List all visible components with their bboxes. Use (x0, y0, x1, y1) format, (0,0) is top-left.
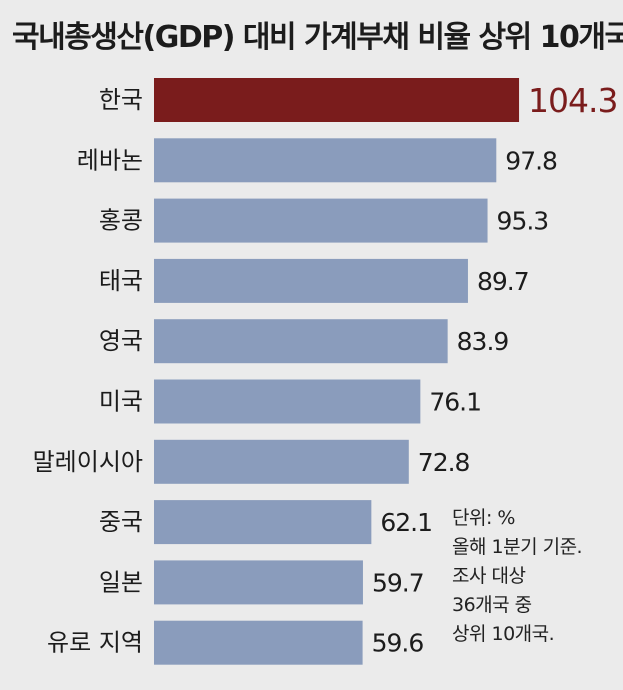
note-line: 조사 대상 (452, 565, 526, 587)
category-label: 홍콩 (99, 207, 143, 235)
category-label: 일본 (99, 568, 143, 596)
bar (154, 379, 421, 424)
value-label: 97.8 (505, 146, 557, 175)
bar (154, 78, 520, 122)
category-label: 중국 (99, 508, 143, 536)
value-label: 59.7 (372, 568, 424, 597)
value-label: 83.9 (457, 327, 509, 356)
bar (154, 138, 497, 183)
category-label: 미국 (99, 388, 143, 416)
category-label: 레바논 (77, 146, 143, 174)
bar (154, 258, 468, 303)
chart-note: 단위: % 올해 1분기 기준. 조사 대상 36개국 중 상위 10개국. (452, 504, 583, 649)
value-label: 104.3 (528, 81, 617, 120)
category-label: 말레이시아 (33, 448, 143, 476)
bar (154, 620, 363, 665)
bar (154, 500, 372, 545)
note-line: 올해 1분기 기준. (452, 536, 583, 558)
chart-title: 국내총생산(GDP) 대비 가계부채 비율 상위 10개국 (12, 20, 623, 55)
value-label: 76.1 (429, 388, 481, 417)
bar (154, 319, 448, 364)
unit-label: 단위: % (452, 507, 515, 529)
bar (154, 198, 488, 243)
note-line: 36개국 중 (452, 594, 532, 616)
category-label: 태국 (99, 267, 143, 295)
note-line: 상위 10개국. (452, 623, 555, 645)
value-label: 62.1 (380, 508, 432, 537)
value-label: 72.8 (418, 448, 470, 477)
value-label: 89.7 (477, 267, 529, 296)
category-label: 유로 지역 (47, 629, 143, 657)
bar (154, 560, 363, 605)
value-label: 59.6 (372, 629, 424, 658)
category-label: 영국 (99, 327, 143, 355)
category-label: 한국 (99, 86, 143, 114)
value-label: 95.3 (497, 207, 549, 236)
bar (154, 439, 409, 484)
